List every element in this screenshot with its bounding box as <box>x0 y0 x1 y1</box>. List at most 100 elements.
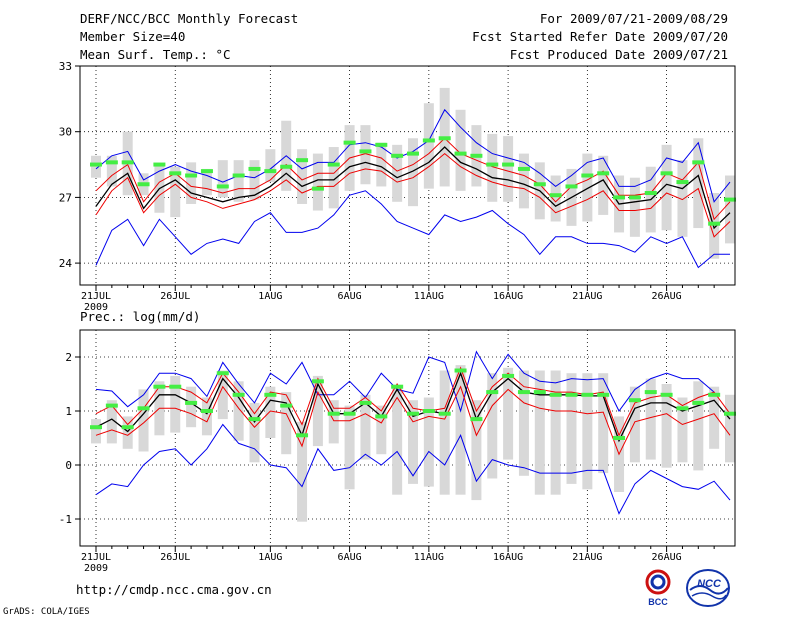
prec-x-tick-label: 21AUG <box>572 552 602 563</box>
temp-member-marker <box>296 158 309 163</box>
temp-member-marker <box>422 138 435 143</box>
temp-member-marker <box>90 162 102 167</box>
prec-x-tick-label: 11AUG <box>414 552 444 563</box>
temp-member-marker <box>628 195 641 200</box>
prec-spread-bar <box>376 405 387 455</box>
prec-spread-bar <box>138 389 149 452</box>
temp-member-marker <box>692 160 705 165</box>
temp-member-marker <box>375 142 388 147</box>
prec-series-upper <box>95 366 731 437</box>
prec-member-marker <box>153 384 166 389</box>
temp-member-marker <box>470 153 483 158</box>
prec-member-marker <box>470 417 483 422</box>
temp-spread-bar <box>106 155 117 187</box>
temp-member-marker <box>137 182 150 187</box>
temp-series-upper <box>95 137 731 221</box>
prec-spread-bar <box>201 397 212 436</box>
prec-spread-bar <box>550 370 561 495</box>
temp-member-marker <box>185 173 198 178</box>
prec-series-min <box>95 423 731 515</box>
temp-member-marker <box>454 151 467 156</box>
prec-spread-bar <box>186 386 197 428</box>
prec-member-marker <box>375 414 388 419</box>
prec-spread-bar <box>249 402 260 463</box>
temp-member-marker <box>660 171 673 176</box>
prec-member-marker <box>660 392 673 397</box>
temp-series-max <box>95 108 731 203</box>
temp-member-marker <box>438 136 451 141</box>
prec-member-marker <box>121 425 134 430</box>
prec-member-marker <box>581 392 594 397</box>
temp-member-marker <box>391 153 404 158</box>
temp-series-mean <box>95 146 731 230</box>
prec-member-marker <box>438 411 451 416</box>
temp-x-tick-label: 6AUG <box>338 291 362 302</box>
temp-x-tick-label: 21JUL <box>81 291 111 302</box>
temp-spread-bar <box>186 162 197 204</box>
temp-member-marker <box>248 166 261 171</box>
temp-spread-bar <box>360 125 371 185</box>
temp-spread-bar <box>725 175 735 244</box>
temp-member-marker <box>280 164 293 169</box>
source-url[interactable]: http://cmdp.ncc.cma.gov.cn <box>76 582 272 597</box>
prec-series-max <box>95 350 715 413</box>
temp-member-marker <box>708 221 721 226</box>
temp-spread-bar <box>265 149 276 183</box>
grads-credit: GrADS: COLA/IGES <box>3 607 90 617</box>
prec-member-marker <box>502 373 515 378</box>
temp-member-marker <box>169 171 182 176</box>
prec-y-tick-label: 2 <box>65 351 72 364</box>
temp-y-tick-label: 27 <box>59 191 72 204</box>
prec-spread-bar <box>122 416 133 449</box>
prec-spread-bar <box>518 370 529 476</box>
temp-member-marker <box>232 173 245 178</box>
prec-spread-bar <box>297 421 308 522</box>
prec-spread-bar <box>233 381 244 441</box>
temp-member-marker <box>549 193 562 198</box>
chart-title: DERF/NCC/BCC Monthly Forecast <box>80 11 299 26</box>
temp-member-marker <box>517 166 530 171</box>
temp-member-marker <box>565 184 578 189</box>
temp-y-tick-label: 24 <box>59 257 73 270</box>
temp-spread-bar <box>217 160 228 198</box>
temp-spread-bar <box>629 177 640 237</box>
temp-member-marker <box>644 191 657 196</box>
temp-member-marker <box>121 160 134 165</box>
temp-member-marker <box>613 195 626 200</box>
temp-series-min <box>95 190 730 269</box>
prec-y-tick-label: -1 <box>59 513 72 526</box>
prec-spread-bar <box>455 365 466 495</box>
prec-x-tick-label: 6AUG <box>338 552 362 563</box>
prec-series-lower <box>95 385 731 456</box>
prec-member-marker <box>105 403 118 408</box>
prec-member-marker <box>248 417 261 422</box>
prec-spread-bar <box>709 386 720 449</box>
prec-member-marker <box>391 384 404 389</box>
prec-spread-bar <box>503 367 514 460</box>
prec-member-marker <box>264 392 277 397</box>
temp-member-marker <box>327 162 340 167</box>
prec-member-marker <box>169 384 182 389</box>
temp-spread-bar <box>677 160 688 237</box>
prec-member-marker <box>422 409 435 413</box>
temp-member-marker <box>407 151 419 156</box>
temp-spread-bar <box>709 193 720 259</box>
prec-member-marker <box>692 400 705 405</box>
temp-member-marker <box>502 162 515 167</box>
prec-member-marker <box>216 371 229 376</box>
fcst-produced-date: Fcst Produced Date 2009/07/21 <box>509 47 728 62</box>
temp-plot-frame <box>79 65 736 286</box>
prec-spread-bar <box>328 400 339 444</box>
prec-member-marker <box>644 390 657 395</box>
prec-spread-bar <box>661 384 672 468</box>
prec-spread-bar <box>91 419 101 444</box>
prec-member-marker <box>724 411 736 416</box>
bcc-logo: BCC <box>645 569 671 607</box>
temp-member-marker <box>676 180 689 185</box>
prec-spread-bar <box>170 375 181 433</box>
temp-spread-bar <box>201 168 212 196</box>
temp-member-marker <box>200 169 213 174</box>
temp-member-marker <box>486 162 499 167</box>
prec-spread-bar <box>693 381 704 471</box>
temp-spread-bar <box>693 138 704 229</box>
